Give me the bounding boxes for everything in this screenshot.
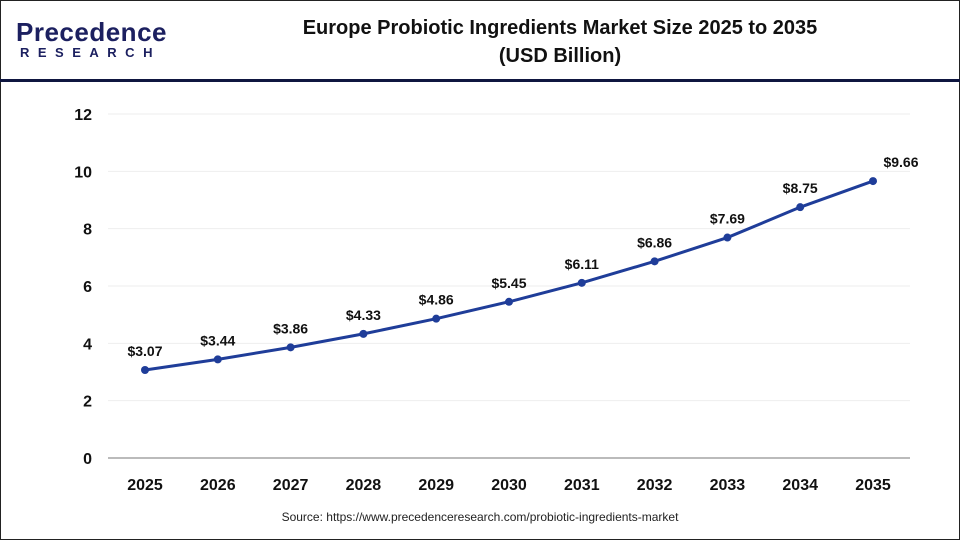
- x-tick-label: 2025: [127, 477, 163, 494]
- y-tick-label: 10: [74, 164, 92, 181]
- data-label: $7.69: [710, 211, 745, 227]
- y-tick-label: 2: [83, 394, 92, 411]
- logo-line1: Precedence: [16, 17, 167, 47]
- x-tick-label: 2032: [637, 477, 673, 494]
- logo-line2: RESEARCH: [20, 45, 161, 60]
- data-point: [213, 355, 222, 364]
- data-label: $5.45: [491, 275, 526, 291]
- data-point: [796, 203, 805, 212]
- data-point: [650, 257, 659, 266]
- data-point: [723, 233, 732, 242]
- data-point: [505, 297, 513, 306]
- title-line2: (USD Billion): [498, 45, 622, 67]
- header: Precedence RESEARCH Europe Probiotic Ing…: [0, 0, 960, 82]
- x-tick-label: 2030: [491, 477, 527, 494]
- data-label: $4.33: [346, 307, 381, 323]
- x-tick-label: 2027: [273, 477, 309, 494]
- x-tick-label: 2029: [418, 477, 454, 494]
- y-tick-label: 12: [74, 107, 92, 124]
- precedence-research-logo: Precedence RESEARCH: [16, 18, 166, 64]
- data-point: [577, 278, 586, 287]
- x-tick-label: 2033: [710, 477, 746, 494]
- data-label: $9.66: [883, 154, 918, 170]
- data-point: [359, 329, 368, 338]
- title-line1: Europe Probiotic Ingredients Market Size…: [302, 17, 818, 39]
- data-label: $8.75: [783, 180, 818, 196]
- data-point: [869, 177, 877, 186]
- data-label: $6.11: [565, 256, 599, 272]
- data-point: [432, 314, 441, 323]
- data-point: [141, 365, 149, 374]
- data-label: $4.86: [419, 292, 454, 308]
- y-tick-label: 6: [83, 279, 92, 296]
- data-label: $3.44: [200, 332, 235, 348]
- chart-title: Europe Probiotic Ingredients Market Size…: [230, 14, 890, 70]
- data-label: $3.07: [127, 343, 162, 359]
- x-tick-label: 2034: [782, 477, 818, 494]
- y-tick-label: 0: [83, 451, 92, 468]
- data-label: $3.86: [273, 320, 308, 336]
- x-tick-label: 2026: [200, 477, 236, 494]
- y-tick-label: 8: [83, 222, 92, 239]
- data-label: $6.86: [637, 234, 672, 250]
- data-point: [286, 343, 295, 352]
- x-tick-label: 2035: [855, 477, 891, 494]
- x-tick-label: 2031: [564, 477, 600, 494]
- y-tick-label: 4: [83, 336, 92, 353]
- x-tick-label: 2028: [346, 477, 382, 494]
- source-text: Source: https://www.precedenceresearch.c…: [281, 510, 679, 524]
